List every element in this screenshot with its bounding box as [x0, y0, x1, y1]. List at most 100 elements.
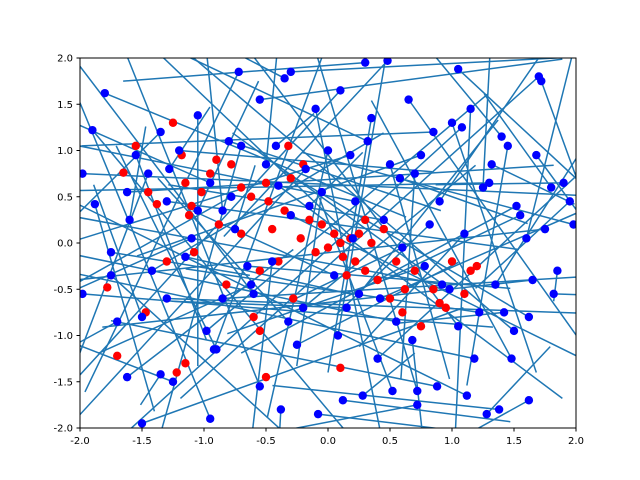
connector-line	[342, 399, 511, 423]
red-point	[416, 322, 426, 331]
connector-line	[197, 80, 260, 211]
blue-point	[437, 280, 447, 289]
red-point	[373, 275, 382, 285]
connector-line	[126, 58, 261, 387]
blue-point	[162, 197, 171, 206]
blue-point	[569, 220, 576, 229]
blue-point	[274, 181, 283, 190]
blue-point	[299, 303, 308, 312]
red-point	[286, 174, 295, 183]
connector-line	[91, 129, 345, 428]
connector-line	[84, 71, 240, 393]
red-point	[284, 141, 293, 151]
red-point	[255, 326, 264, 336]
red-point	[311, 248, 320, 257]
blue-point	[284, 317, 293, 326]
blue-point	[351, 197, 360, 206]
blue-point	[524, 396, 534, 405]
blue-point	[565, 197, 574, 206]
connector-line	[80, 237, 192, 289]
y-tick-label: 0.0	[57, 239, 73, 250]
connector-line	[92, 184, 143, 318]
red-point	[330, 229, 339, 238]
blue-point	[243, 261, 252, 271]
blue-point	[336, 86, 345, 95]
red-point	[317, 220, 326, 229]
blue-point	[454, 322, 463, 331]
red-point	[268, 224, 277, 234]
blue-point	[342, 303, 351, 312]
blue-point	[280, 74, 289, 83]
blue-point	[261, 160, 271, 169]
blue-point	[385, 160, 395, 169]
blue-point	[106, 271, 116, 280]
blue-point	[363, 137, 372, 146]
blue-point	[358, 391, 367, 400]
blue-point	[454, 64, 463, 74]
red-point	[296, 234, 305, 243]
blue-point	[292, 340, 302, 349]
red-point	[466, 266, 475, 275]
blue-point	[80, 289, 87, 299]
connector-line	[553, 293, 576, 296]
blue-point	[175, 146, 184, 155]
red-point	[212, 155, 221, 164]
blue-point	[354, 289, 364, 299]
red-point	[336, 238, 345, 248]
connector-line	[525, 58, 573, 239]
blue-point	[113, 317, 122, 326]
blue-point	[323, 146, 333, 155]
red-point	[354, 229, 364, 238]
red-point	[410, 266, 419, 275]
red-point	[367, 238, 376, 248]
y-tick-label: 1.5	[57, 100, 73, 111]
red-point	[261, 372, 271, 382]
blue-point	[255, 382, 264, 391]
x-tick-label: -1.0	[194, 436, 214, 447]
connector-line	[80, 131, 162, 213]
y-tick-label: -1.0	[53, 331, 73, 342]
blue-point	[156, 370, 165, 379]
blue-point	[187, 234, 196, 243]
blue-point	[90, 199, 100, 209]
connector-line	[192, 58, 515, 332]
blue-point	[408, 335, 417, 345]
x-tick-label: 0.5	[382, 436, 398, 447]
blue-point	[460, 229, 469, 238]
connector-line	[435, 182, 564, 186]
red-point	[338, 252, 348, 262]
connector-line	[292, 404, 418, 428]
blue-point	[482, 409, 491, 419]
connector-line	[110, 251, 251, 277]
blue-point	[383, 58, 392, 65]
red-point	[342, 271, 351, 280]
connector-line	[477, 399, 530, 428]
blue-point	[330, 271, 339, 280]
blue-point	[392, 317, 401, 326]
red-point	[249, 312, 258, 322]
blue-point	[137, 419, 147, 428]
connector-line	[161, 145, 242, 428]
blue-point	[416, 150, 426, 160]
red-point	[152, 199, 162, 209]
blue-point	[147, 266, 157, 275]
connector-line	[162, 58, 354, 239]
red-point	[189, 248, 199, 257]
connector-line	[259, 58, 563, 101]
blue-point	[168, 377, 178, 386]
red-point	[351, 257, 360, 266]
red-point	[119, 168, 128, 177]
red-point	[472, 261, 481, 271]
blue-point	[234, 67, 243, 77]
connector-line	[358, 233, 465, 348]
red-point	[398, 308, 407, 317]
blue-point	[361, 58, 370, 67]
red-point	[172, 368, 181, 377]
connector-line	[317, 413, 441, 428]
blue-point	[286, 211, 295, 220]
connector-line	[80, 173, 149, 355]
red-point	[206, 169, 215, 178]
